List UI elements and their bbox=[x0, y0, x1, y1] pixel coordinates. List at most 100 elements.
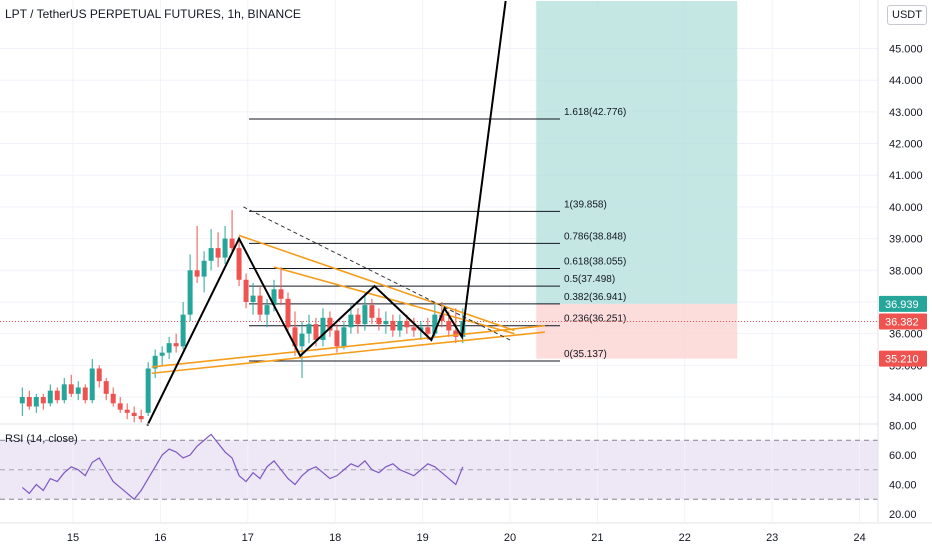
time-tick-21: 21 bbox=[591, 532, 603, 544]
rsi-tick-20.00: 20.00 bbox=[889, 509, 917, 521]
candle-34 bbox=[257, 286, 263, 321]
candle-body bbox=[152, 355, 158, 369]
candle-11 bbox=[96, 365, 102, 388]
candle-body bbox=[425, 327, 431, 334]
candle-51 bbox=[376, 308, 382, 331]
candle-48 bbox=[355, 308, 361, 334]
candle-39 bbox=[292, 311, 298, 356]
fib-label-1: 1(39.858) bbox=[564, 199, 607, 210]
candle-53 bbox=[390, 314, 396, 337]
time-tick-16: 16 bbox=[154, 532, 166, 544]
candle-16 bbox=[131, 406, 137, 423]
fib-label-1.618: 1.618(42.776) bbox=[564, 107, 626, 118]
candle-37 bbox=[278, 267, 284, 306]
time-axis: 15 16 17 18 19 20 21 22 23 24 bbox=[67, 532, 866, 544]
candle-body bbox=[124, 409, 130, 413]
candle-6 bbox=[61, 377, 67, 404]
candle-body bbox=[285, 298, 291, 328]
rsi-line bbox=[21, 433, 464, 501]
fib-label-0.382: 0.382(36.941) bbox=[564, 292, 626, 303]
candle-body bbox=[313, 324, 319, 340]
pattern-line-1 bbox=[273, 266, 515, 335]
candle-7 bbox=[68, 374, 74, 397]
pattern-line-0 bbox=[238, 234, 515, 332]
candle-27 bbox=[208, 229, 214, 271]
price-label-text: 36.939 bbox=[885, 299, 919, 311]
fib-label-0.5: 0.5(37.498) bbox=[564, 274, 615, 285]
dashed-trendline bbox=[243, 206, 511, 341]
candle-body bbox=[355, 314, 361, 325]
candle-28 bbox=[215, 232, 221, 268]
candle-29 bbox=[222, 225, 228, 264]
candle-body bbox=[173, 343, 179, 347]
stop-zone bbox=[536, 303, 738, 359]
candle-body bbox=[334, 330, 340, 347]
candle-body bbox=[369, 305, 375, 318]
candle-body bbox=[453, 330, 459, 337]
time-tick-22: 22 bbox=[679, 532, 691, 544]
candle-body bbox=[68, 384, 74, 394]
candle-body bbox=[145, 368, 151, 413]
candle-40 bbox=[299, 320, 305, 378]
candle-body bbox=[327, 317, 333, 331]
candle-26 bbox=[201, 251, 207, 293]
candle-3 bbox=[40, 393, 46, 410]
price-label-bg bbox=[879, 313, 927, 330]
candle-20 bbox=[159, 346, 165, 366]
candle-body bbox=[362, 305, 368, 325]
candle-44 bbox=[327, 311, 333, 337]
target-zone bbox=[536, 1, 738, 304]
candle-body bbox=[103, 381, 109, 394]
candle-body bbox=[61, 384, 67, 401]
rsi-tick-40.00: 40.00 bbox=[889, 480, 917, 492]
candle-24 bbox=[187, 254, 193, 321]
candle-12 bbox=[103, 377, 109, 401]
candle-17 bbox=[138, 409, 144, 423]
price-label-36.382: 36.382 bbox=[879, 313, 927, 330]
price-label-text: 36.382 bbox=[885, 317, 919, 329]
time-tick-20: 20 bbox=[504, 532, 516, 544]
candle-body bbox=[194, 270, 200, 277]
time-tick-18: 18 bbox=[329, 532, 341, 544]
candle-body bbox=[131, 412, 137, 417]
candle-body bbox=[208, 248, 214, 261]
price-tick-39.000: 39.000 bbox=[889, 234, 923, 246]
candle-body bbox=[26, 397, 32, 407]
time-tick-15: 15 bbox=[67, 532, 79, 544]
candle-23 bbox=[180, 301, 186, 350]
candle-body bbox=[257, 295, 263, 315]
candle-body bbox=[47, 390, 53, 404]
pattern-line-2 bbox=[151, 324, 546, 368]
candle-body bbox=[40, 397, 46, 404]
candle-52 bbox=[383, 311, 389, 334]
candle-50 bbox=[369, 298, 375, 325]
price-tick-43.000: 43.000 bbox=[889, 107, 923, 119]
candle-body bbox=[201, 260, 207, 277]
time-tick-17: 17 bbox=[242, 532, 254, 544]
candle-4 bbox=[47, 384, 53, 407]
candle-body bbox=[19, 397, 25, 404]
candle-body bbox=[180, 314, 186, 347]
price-tick-44.000: 44.000 bbox=[889, 75, 923, 87]
time-tick-19: 19 bbox=[416, 532, 428, 544]
pattern-line-3 bbox=[151, 331, 546, 375]
candle-body bbox=[341, 327, 347, 347]
candle-body bbox=[299, 333, 305, 347]
price-tick-34.000: 34.000 bbox=[889, 392, 923, 404]
candle-body bbox=[54, 390, 60, 401]
fib-label-0: 0(35.137) bbox=[564, 349, 607, 360]
candle-body bbox=[229, 238, 235, 249]
candle-25 bbox=[194, 225, 200, 283]
price-label-bg bbox=[879, 350, 927, 367]
candle-35 bbox=[264, 298, 270, 328]
candle-30 bbox=[229, 210, 235, 255]
fib-label-0.236: 0.236(36.251) bbox=[564, 314, 626, 325]
candle-32 bbox=[243, 273, 249, 309]
candle-body bbox=[215, 248, 221, 258]
price-tick-36.000: 36.000 bbox=[889, 329, 923, 341]
currency-selector[interactable]: USDT bbox=[887, 5, 927, 25]
time-tick-24: 24 bbox=[853, 532, 865, 544]
fib-label-0.618: 0.618(38.055) bbox=[564, 257, 626, 268]
candle-body bbox=[243, 279, 249, 302]
candle-body bbox=[138, 416, 144, 420]
